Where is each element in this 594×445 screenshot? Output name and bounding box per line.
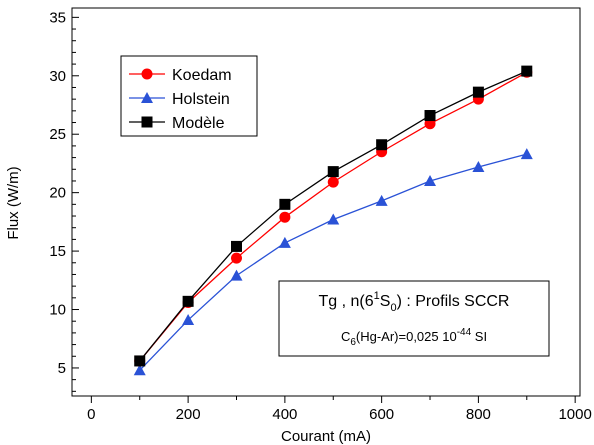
annotation-line-1: Tg , n(61S0) : Profils SCCR: [319, 290, 510, 314]
data-point-koedam: [230, 252, 242, 264]
legend-label: Koedam: [172, 67, 232, 84]
annotation-line-1-sup: 1: [374, 290, 380, 302]
y-tick-label: 25: [49, 126, 66, 143]
data-point-holstein: [182, 314, 195, 326]
annotation-line-2-sub: 6: [350, 337, 356, 348]
y-tick-label: 30: [49, 68, 66, 85]
annotation-line-1-sub: 0: [390, 302, 396, 314]
data-point-holstein: [375, 194, 388, 206]
x-tick-label: 600: [369, 406, 394, 423]
y-axis-label: Flux (W/m): [5, 166, 22, 239]
series-holstein: [133, 148, 533, 376]
x-tick-label: 0: [87, 406, 95, 423]
y-tick-label: 10: [49, 302, 66, 319]
legend-label: Modèle: [172, 115, 225, 132]
legend-marker: [141, 92, 153, 103]
data-point-koedam: [327, 176, 339, 188]
annotation-line-2-mid: (Hg-Ar)=0,025 10: [356, 329, 457, 344]
data-point-modele: [376, 139, 388, 151]
series-modele: [134, 65, 533, 367]
annotation-line-2-prefix: C: [341, 329, 350, 344]
data-point-holstein: [472, 160, 485, 172]
annotation-line-1-prefix: Tg , n(6: [319, 293, 374, 310]
annotation-line-1-mid: S: [380, 293, 391, 310]
x-tick-label: 800: [466, 406, 491, 423]
legend-item-koedam: Koedam: [129, 67, 232, 84]
data-point-holstein: [278, 236, 291, 248]
legend-marker: [141, 68, 153, 80]
y-tick-label: 15: [49, 243, 66, 260]
data-point-modele: [424, 110, 436, 122]
data-point-holstein: [230, 269, 243, 281]
data-point-holstein: [520, 148, 533, 160]
y-tick-label: 35: [49, 9, 66, 26]
annotation-line-1-suffix: ) : Profils SCCR: [397, 293, 510, 310]
y-tick-label: 20: [49, 185, 66, 202]
x-tick-label: 400: [272, 406, 297, 423]
legend-item-holstein: Holstein: [129, 91, 230, 108]
data-point-modele: [134, 355, 146, 367]
annotation-line-2-suffix: SI: [471, 329, 487, 344]
annotation-box: Tg , n(61S0) : Profils SCCR C6(Hg-Ar)=0,…: [278, 280, 550, 357]
legend-item-modele: Modèle: [129, 115, 225, 132]
legend-marker: [141, 116, 153, 128]
data-point-modele: [230, 240, 242, 252]
x-axis-label: Courant (mA): [281, 428, 371, 445]
legend-label: Holstein: [172, 91, 230, 108]
data-point-modele: [521, 65, 533, 77]
data-point-modele: [279, 198, 291, 210]
data-point-holstein: [327, 213, 340, 225]
series-layer: [133, 65, 533, 376]
data-point-modele: [327, 166, 339, 178]
data-point-koedam: [279, 211, 291, 223]
legend: Koedam Holstein Modèle: [120, 55, 258, 137]
x-axis: 0 200 400 600 800 1000: [87, 396, 592, 423]
y-tick-label: 5: [58, 360, 66, 377]
y-axis: 5 10 15 20 25 30 35: [49, 9, 79, 392]
data-point-modele: [472, 86, 484, 98]
annotation-line-2-sup: -44: [457, 327, 472, 338]
annotation-line-2: C6(Hg-Ar)=0,025 10-44 SI: [341, 327, 487, 348]
data-point-modele: [182, 295, 194, 307]
data-point-holstein: [133, 364, 146, 376]
x-tick-label: 200: [176, 406, 201, 423]
data-point-holstein: [424, 174, 437, 186]
plot-frame: [71, 7, 581, 397]
x-tick-label: 1000: [558, 406, 591, 423]
annotation-frame: [278, 280, 550, 357]
